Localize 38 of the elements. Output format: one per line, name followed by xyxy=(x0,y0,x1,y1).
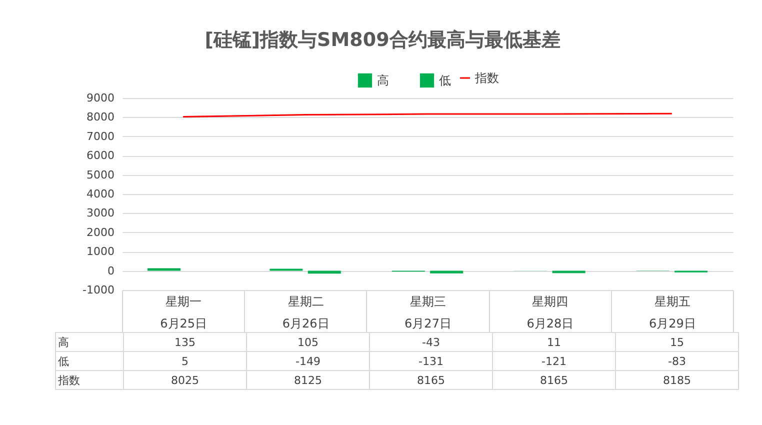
data-label: 8185 xyxy=(616,370,738,390)
y-tick-label: 8000 xyxy=(86,110,114,124)
y-tick-label: 1000 xyxy=(86,245,114,258)
data-label: -131 xyxy=(370,352,492,370)
legend-label: 指数 xyxy=(474,71,499,85)
x-tick-label: 星期二 6月26日 xyxy=(282,294,330,330)
data-label: -83 xyxy=(616,352,738,370)
x-tick-label: 星期四 6月28日 xyxy=(526,294,574,330)
data-label: 8165 xyxy=(370,370,492,390)
x-tick-label: 星期五 6月29日 xyxy=(648,294,696,330)
data-label: 105 xyxy=(246,332,370,352)
legend-label: 低 xyxy=(439,73,451,88)
data-label: 5 xyxy=(124,352,246,370)
y-tick-label: 0 xyxy=(108,264,114,278)
data-label: 8025 xyxy=(124,370,246,390)
text: 高 xyxy=(58,336,69,348)
data-label: -149 xyxy=(246,352,370,370)
data-label: 135 xyxy=(124,332,246,352)
y-tick-label: 4000 xyxy=(86,188,114,200)
data-label: 8125 xyxy=(246,370,370,390)
x-tick-label: 星期三 6月27日 xyxy=(404,294,452,330)
y-tick-label: 2000 xyxy=(86,226,114,239)
y-tick-label: 7000 xyxy=(86,130,114,143)
text: 指数 xyxy=(58,374,80,386)
data-label: 11 xyxy=(492,332,616,352)
x-tick-label: 星期一 6月25日 xyxy=(160,294,208,330)
data-label: -121 xyxy=(492,352,616,370)
y-tick-label: 5000 xyxy=(86,168,114,182)
text: 低 xyxy=(58,354,69,368)
data-label: 8165 xyxy=(492,370,616,390)
chart-title: [硅锰]指数与SM809合约最高与最低基差 xyxy=(204,29,560,51)
y-tick-label: 6000 xyxy=(86,149,114,162)
y-tick-label: 3000 xyxy=(86,206,114,220)
data-label: 15 xyxy=(616,332,738,352)
y-tick-label: 9000 xyxy=(86,92,114,104)
y-tick-label: -1000 xyxy=(82,284,114,296)
data-label: -43 xyxy=(370,332,492,352)
legend-label: 高 xyxy=(377,73,389,88)
